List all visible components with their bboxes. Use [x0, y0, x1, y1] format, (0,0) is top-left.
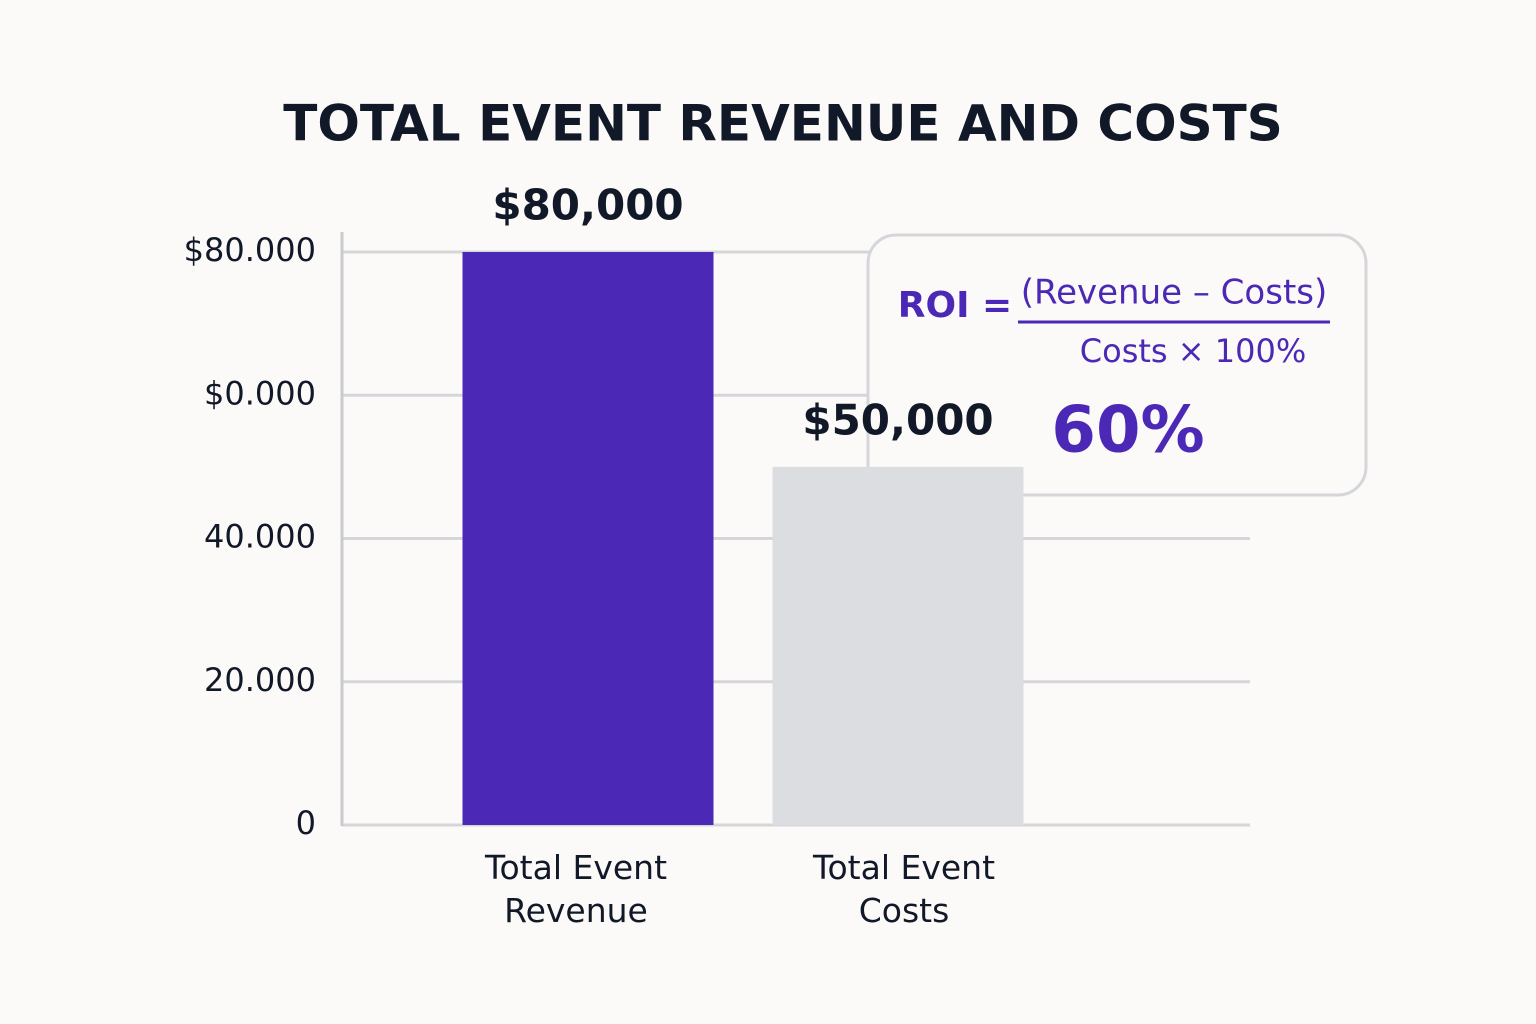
bar [462, 252, 714, 825]
y-tick-label: 40.000 [204, 518, 316, 556]
chart-title: TOTAL EVENT REVENUE AND COSTS [283, 95, 1282, 153]
roi-label: ROI = [898, 285, 1012, 326]
y-tick-label: 0 [296, 804, 316, 842]
y-tick-label: 20.000 [204, 661, 316, 699]
value-label: $50,000 [802, 395, 993, 444]
y-tick-label: $0.000 [204, 374, 316, 412]
roi-result: 60% [1051, 394, 1204, 468]
roi-numerator: (Revenue – Costs) [1021, 273, 1328, 313]
roi-box [866, 233, 1368, 497]
bar [772, 466, 1024, 825]
y-tick-label: $80.000 [184, 231, 316, 269]
x-tick-label: Total Event Costs [812, 848, 996, 930]
roi-denominator: Costs × 100% [1080, 332, 1306, 370]
x-tick-label: Total Event Revenue [484, 848, 668, 930]
value-label: $80,000 [492, 181, 683, 230]
